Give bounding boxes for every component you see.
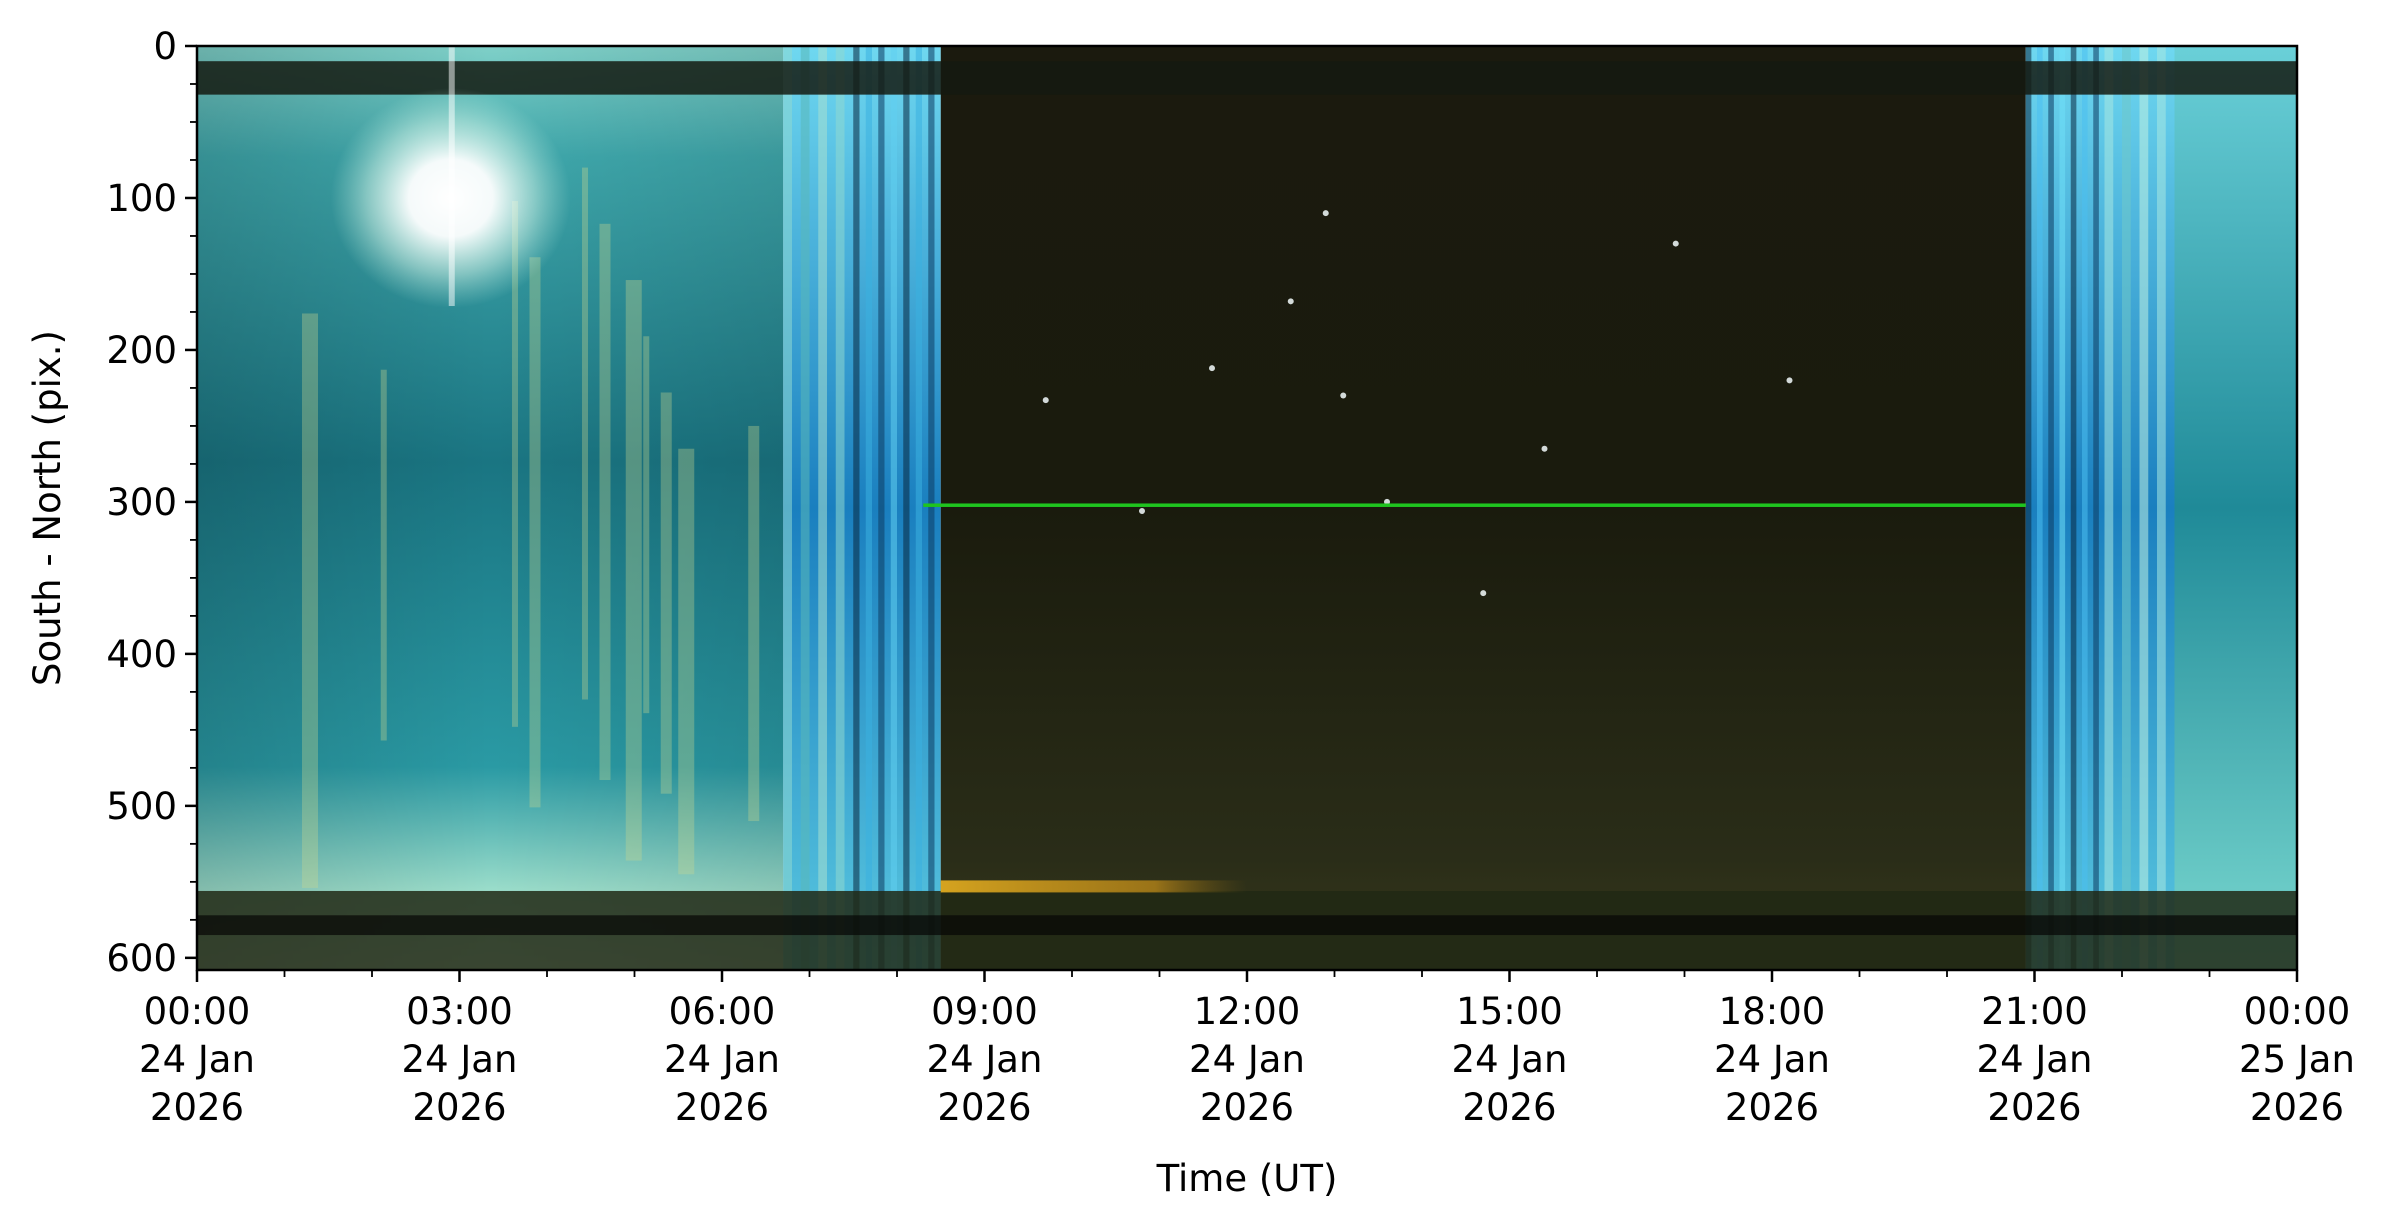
twilight-stripe — [2157, 46, 2166, 970]
x-tick-label: 09:00 — [931, 990, 1038, 1033]
y-axis-label: South - North (pix.) — [26, 330, 69, 686]
twilight-stripe — [2093, 46, 2099, 970]
x-tick-label: 00:00 — [2244, 990, 2351, 1033]
segment-night — [940, 46, 2026, 970]
x-tick-label: 2026 — [675, 1086, 769, 1129]
x-axis-label: Time (UT) — [1156, 1157, 1338, 1200]
y-tick-label: 0 — [153, 25, 177, 68]
x-tick-label: 2026 — [2250, 1086, 2344, 1129]
x-tick-label: 24 Jan — [1189, 1038, 1305, 1081]
twilight-stripe — [2082, 46, 2088, 970]
twilight-stripe — [878, 46, 885, 970]
bottom-dark-stripe — [197, 915, 2297, 936]
x-tick-label: 2026 — [150, 1086, 244, 1129]
x-tick-label: 2026 — [1987, 1086, 2081, 1129]
twilight-stripe — [783, 46, 792, 970]
streak — [643, 336, 650, 714]
twilight-stripe — [818, 46, 827, 970]
x-tick-label: 2026 — [1200, 1086, 1294, 1129]
star — [1340, 392, 1347, 399]
streak — [625, 280, 642, 861]
twilight-stripe — [853, 46, 860, 970]
x-tick-label: 24 Jan — [1977, 1038, 2093, 1081]
twilight-stripe — [835, 46, 845, 970]
y-tick-label: 600 — [106, 937, 177, 980]
y-tick-label: 200 — [106, 329, 177, 372]
streak — [678, 448, 695, 875]
star — [1287, 298, 1294, 305]
twilight-stripe — [800, 46, 810, 970]
x-tick-label: 03:00 — [406, 990, 513, 1033]
twilight-stripe — [2025, 46, 2032, 970]
x-tick-label: 00:00 — [144, 990, 251, 1033]
x-axis: 00:00 24 Jan 2026 03:00 24 Jan 2026 06:00 24 Ja… — [139, 970, 2355, 1129]
x-tick-label: 12:00 — [1194, 990, 1301, 1033]
streak — [380, 369, 387, 741]
x-tick-label: 24 Jan — [664, 1038, 780, 1081]
streak — [599, 223, 611, 781]
y-tick-label: 100 — [106, 177, 177, 220]
x-tick-label: 24 Jan — [1452, 1038, 1568, 1081]
twilight-stripe — [2059, 46, 2066, 970]
x-tick-label: 24 Jan — [402, 1038, 518, 1081]
twilight-stripe — [2070, 46, 2077, 970]
streak — [582, 167, 588, 700]
top-dark-band — [197, 61, 2297, 95]
star — [1139, 508, 1145, 515]
y-tick-label: 300 — [106, 481, 177, 524]
streak — [529, 257, 541, 808]
segment-daytime-evening — [2174, 46, 2297, 970]
horizon-glow — [940, 880, 1247, 893]
star — [1786, 377, 1793, 384]
green-line — [923, 503, 2026, 507]
x-tick-label: 2026 — [937, 1086, 1031, 1129]
sun-ray — [448, 46, 455, 306]
star — [1672, 240, 1679, 247]
x-tick-label: 21:00 — [1981, 990, 2088, 1033]
star — [1384, 498, 1390, 505]
streak — [302, 313, 318, 888]
streak — [512, 201, 518, 727]
segment-evening-twilight — [2025, 46, 2175, 970]
plot-image — [197, 46, 2297, 970]
twilight-stripe — [2104, 46, 2114, 970]
twilight-stripe — [865, 46, 872, 970]
star — [1322, 210, 1329, 217]
x-tick-label: 24 Jan — [139, 1038, 255, 1081]
x-tick-label: 2026 — [1462, 1086, 1556, 1129]
x-tick-label: 24 Jan — [927, 1038, 1043, 1081]
twilight-stripe — [903, 46, 910, 970]
y-tick-label: 500 — [106, 785, 177, 828]
streak — [660, 392, 672, 794]
y-tick-label: 400 — [106, 633, 177, 676]
star — [1480, 590, 1487, 597]
twilight-stripe — [2037, 46, 2043, 970]
x-tick-label: 25 Jan — [2239, 1038, 2355, 1081]
x-tick-label: 18:00 — [1719, 990, 1826, 1033]
twilight-stripe — [928, 46, 935, 970]
twilight-stripe — [915, 46, 922, 970]
twilight-stripe — [2122, 46, 2131, 970]
x-tick-label: 2026 — [412, 1086, 506, 1129]
x-tick-label: 15:00 — [1456, 990, 1563, 1033]
twilight-stripe — [2139, 46, 2149, 970]
y-axis: 0 100 200 300 400 500 600 — [106, 25, 197, 980]
x-tick-label: 06:00 — [669, 990, 776, 1033]
x-tick-label: 2026 — [1725, 1086, 1819, 1129]
star — [1541, 445, 1548, 452]
streak — [748, 425, 760, 822]
twilight-stripe — [2048, 46, 2054, 970]
star — [1042, 397, 1049, 404]
star — [1209, 365, 1215, 372]
twilight-stripe — [890, 46, 897, 970]
x-tick-label: 24 Jan — [1714, 1038, 1830, 1081]
